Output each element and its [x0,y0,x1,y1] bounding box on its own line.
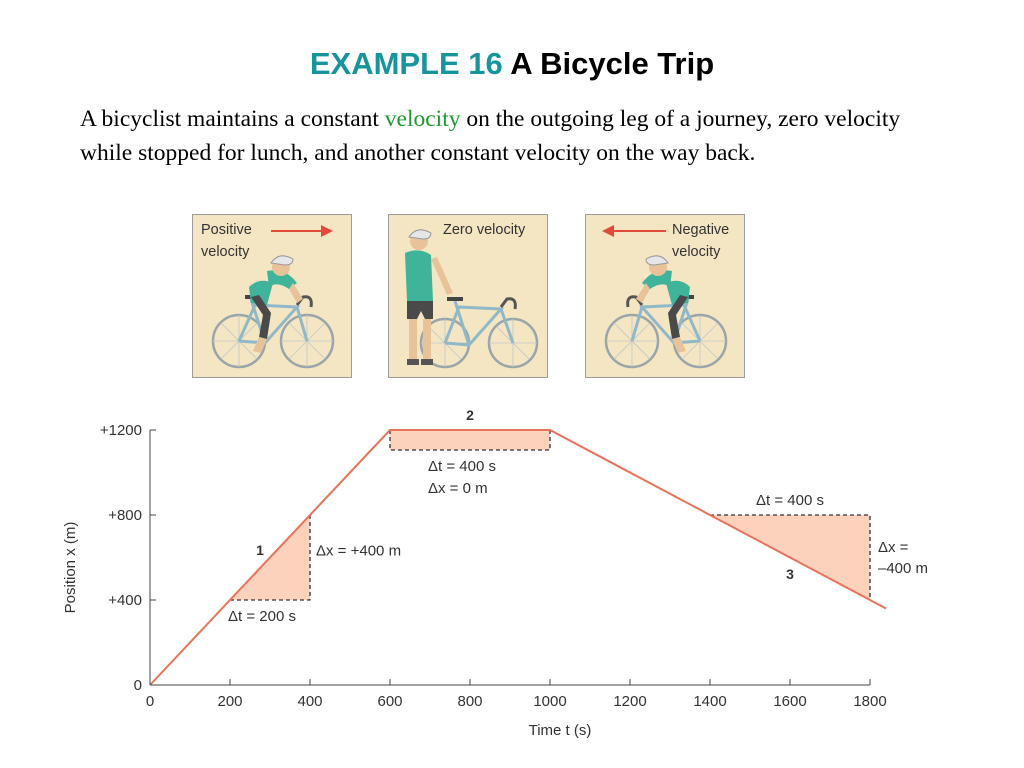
x-tick-label: 600 [377,693,402,710]
segment-2-dash [389,430,551,451]
x-tick-label: 1200 [613,693,646,710]
segment-2-number: 2 [466,407,474,423]
example-title: A Bicycle Trip [510,46,715,81]
x-tick-label: 1000 [533,693,566,710]
velocity-word: velocity [384,106,461,132]
y-tick-label: +1200 [100,422,142,439]
panel-zero-velocity: Zero velocity [388,214,548,378]
x-tick-label: 800 [457,693,482,710]
panel-zero-line1: Zero velocity [443,222,526,238]
y-tick-label: +800 [108,507,142,524]
panel-positive-line2: velocity [201,244,250,260]
panel-zero-label: Zero velocity [443,219,525,241]
segment-3-dx-label-line1: Δx = [878,539,909,556]
cyclist-riding-left-icon [602,225,728,369]
example-number: EXAMPLE 16 [309,46,503,81]
position-line [149,429,887,686]
segment-1-dx-label: Δx = +400 m [316,543,401,560]
segment-3-dt-label: Δt = 400 s [756,492,824,509]
x-tick-label: 400 [297,693,322,710]
x-tick-label: 0 [146,693,154,710]
cyclist-standing-icon [405,229,539,369]
intro-text: A bicyclist maintains a constant velocit… [80,102,950,170]
segment-1-dash [230,515,311,601]
x-tick-label: 200 [217,693,242,710]
segment-3-number: 3 [786,566,794,582]
intro-part2: on the outgoing leg of a journey, zero v… [80,106,901,166]
slide-title: EXAMPLE 16 A Bicycle Trip [0,46,1024,82]
cyclist-riding-right-icon [211,225,335,369]
panel-negative-line2: velocity [672,244,721,260]
y-tick-label: 0 [134,677,142,694]
segment-2-dx-label: Δx = 0 m [428,480,488,497]
panel-negative-velocity: Negative velocity [585,214,745,378]
panel-positive-label: Positive velocity [201,219,252,263]
panel-negative-label: Negative velocity [672,219,729,263]
x-axis-label: Time t (s) [529,722,592,739]
y-axis-label: Position x (m) [62,522,79,614]
panel-negative-line1: Negative [672,222,730,238]
segment-2-dt-label: Δt = 400 s [428,458,496,475]
segment-1-number: 1 [256,542,264,558]
segment-2-fill [390,430,550,450]
panel-positive-velocity: Positive velocity [192,214,352,378]
x-tick-label: 1400 [693,693,726,710]
segment-1-dt-label: Δt = 200 s [228,608,296,625]
x-tick-label: 1800 [853,693,886,710]
panel-positive-line1: Positive [201,222,252,238]
segment-3-dx-label-line2: –400 m [878,560,928,577]
position-time-chart: 0 200 400 600 800 1000 1200 1400 1600 1800 0 +400 +8… [62,407,928,739]
x-tick-label: 1600 [773,693,806,710]
intro-part1: A bicyclist maintains a constant [80,106,385,132]
y-tick-label: +400 [108,592,142,609]
